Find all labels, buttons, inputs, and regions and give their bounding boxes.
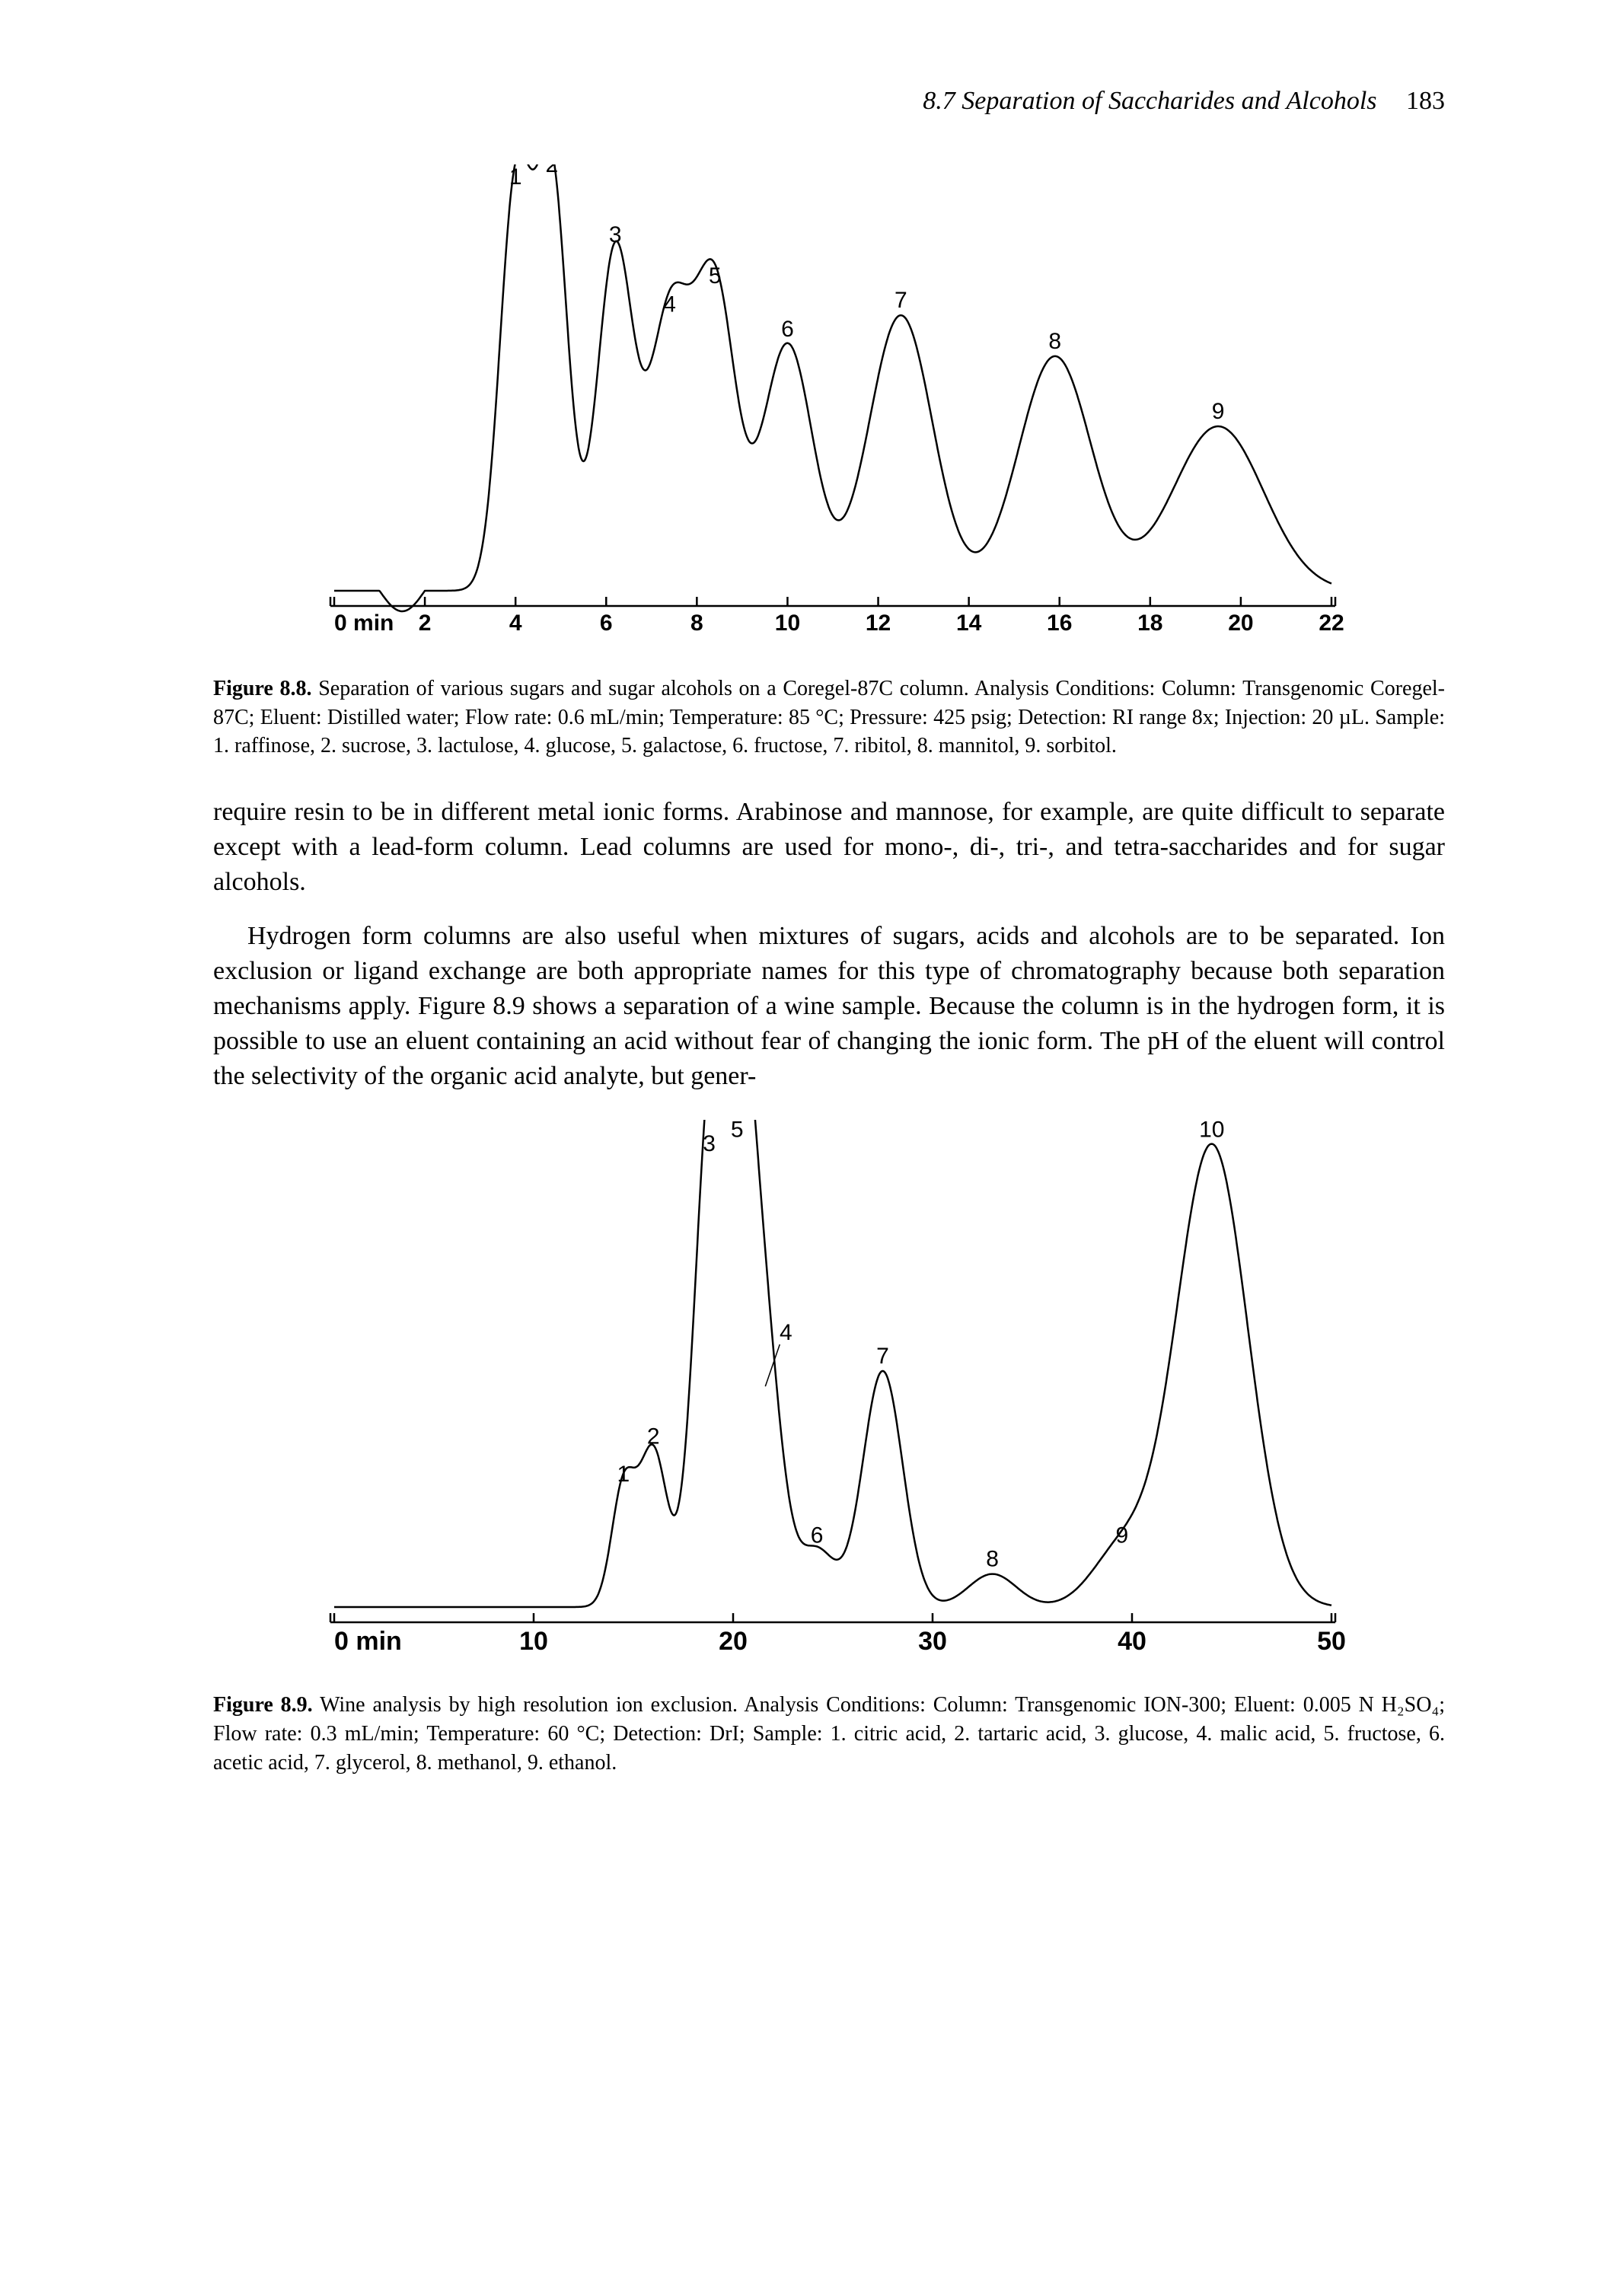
svg-text:40: 40 (1118, 1627, 1146, 1653)
svg-text:8: 8 (986, 1547, 999, 1572)
figure-8-8-label: Figure 8.8. (213, 677, 312, 700)
svg-text:9: 9 (1116, 1523, 1129, 1548)
svg-text:50: 50 (1317, 1627, 1346, 1653)
figure-8-8: 0 min246810121416182022123456789 (304, 164, 1354, 636)
section-title: 8.7 Separation of Saccharides and Alcoho… (923, 87, 1376, 115)
svg-text:3: 3 (703, 1131, 716, 1156)
svg-text:20: 20 (719, 1627, 748, 1653)
svg-text:4: 4 (663, 292, 676, 317)
svg-text:10: 10 (775, 611, 800, 636)
chromatogram-8-8: 0 min246810121416182022123456789 (304, 164, 1354, 636)
svg-text:2: 2 (545, 164, 558, 177)
figure-8-9: 0 min 10 20 30 40 50 12 35 4 6 7 8 9 10 (304, 1120, 1354, 1653)
svg-text:0 min: 0 min (334, 611, 394, 636)
svg-text:7: 7 (895, 288, 907, 313)
figure-8-9-caption-text: Wine analysis by high resolution ion exc… (213, 1693, 1445, 1775)
svg-text:16: 16 (1047, 611, 1072, 636)
figure-8-9-label: Figure 8.9. (213, 1693, 313, 1717)
svg-text:8: 8 (690, 611, 703, 636)
figure-8-9-caption: Figure 8.9. Wine analysis by high resolu… (213, 1691, 1445, 1777)
page: 8.7 Separation of Saccharides and Alcoho… (0, 0, 1620, 2296)
svg-text:5: 5 (709, 263, 722, 289)
svg-text:3: 3 (609, 222, 622, 247)
svg-text:4: 4 (509, 611, 522, 636)
figure-8-8-caption-text: Separation of various sugars and sugar a… (213, 677, 1445, 758)
svg-text:20: 20 (1228, 611, 1253, 636)
svg-text:30: 30 (918, 1627, 947, 1653)
svg-text:0 min: 0 min (334, 1627, 402, 1653)
running-header: 8.7 Separation of Saccharides and Alcoho… (213, 84, 1445, 119)
svg-text:10: 10 (1199, 1120, 1224, 1142)
svg-text:7: 7 (876, 1344, 889, 1369)
svg-text:6: 6 (811, 1523, 824, 1548)
page-number: 183 (1406, 87, 1445, 115)
figure-8-8-caption: Figure 8.8. Separation of various sugars… (213, 674, 1445, 761)
svg-text:10: 10 (519, 1627, 548, 1653)
svg-text:18: 18 (1137, 611, 1162, 636)
svg-text:2: 2 (647, 1424, 660, 1449)
svg-text:4: 4 (780, 1320, 792, 1345)
svg-text:6: 6 (781, 317, 794, 342)
body-paragraph-1: require resin to be in different metal i… (213, 795, 1445, 900)
svg-text:6: 6 (600, 611, 613, 636)
body-paragraph-2: Hydrogen form columns are also useful wh… (213, 919, 1445, 1093)
svg-text:22: 22 (1319, 611, 1344, 636)
svg-text:2: 2 (419, 611, 432, 636)
svg-text:1: 1 (509, 164, 522, 190)
svg-text:5: 5 (731, 1120, 744, 1142)
svg-text:9: 9 (1212, 399, 1225, 424)
chromatogram-8-9: 0 min 10 20 30 40 50 12 35 4 6 7 8 9 10 (304, 1120, 1354, 1653)
svg-text:12: 12 (866, 611, 891, 636)
svg-text:14: 14 (956, 611, 982, 636)
svg-text:8: 8 (1048, 329, 1061, 354)
svg-text:1: 1 (617, 1462, 630, 1487)
